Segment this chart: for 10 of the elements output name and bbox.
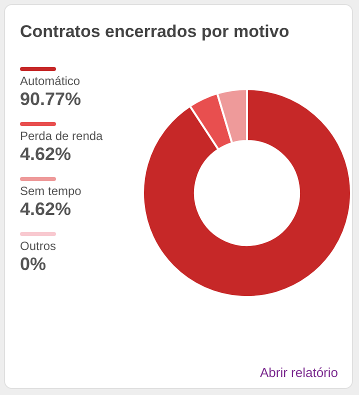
chart-title: Contratos encerrados por motivo: [20, 22, 290, 42]
legend-label: Sem tempo: [20, 184, 82, 198]
data-label: 4.62%: [20, 144, 72, 165]
data-label: 4.62%: [20, 199, 72, 220]
text: Abrir relatório: [260, 365, 338, 380]
data-label: 90.77%: [20, 89, 82, 110]
legend-label: Perda de renda: [20, 129, 104, 143]
text: 0%: [20, 254, 46, 274]
legend-label: Automático: [20, 74, 82, 88]
legend-label: Outros: [20, 239, 58, 253]
